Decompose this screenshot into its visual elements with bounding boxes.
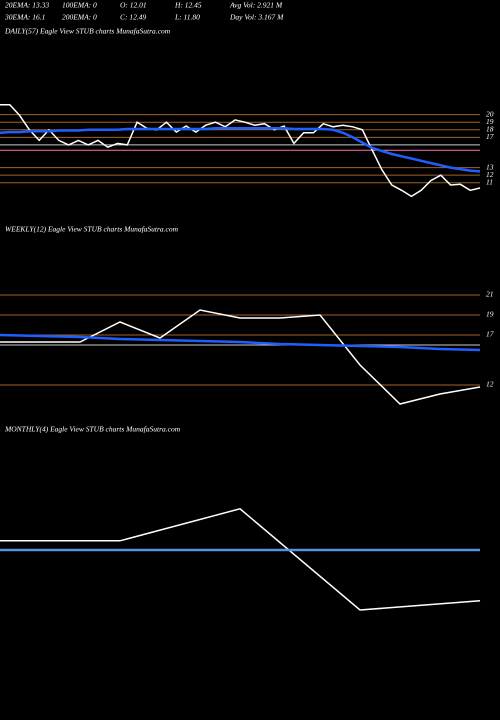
stat: 200EMA: 0 <box>62 13 97 22</box>
series-line <box>0 507 481 611</box>
stat: 30EMA: 16.1 <box>4 13 45 22</box>
panel-title: DAILY(57) Eagle View STUB charts MunafaS… <box>4 27 171 36</box>
y-tick-label: 13 <box>486 162 494 171</box>
stat: C: 12.49 <box>120 13 147 22</box>
stat: Avg Vol: 2.921 M <box>229 1 283 10</box>
series-line <box>0 127 481 173</box>
y-tick-label: 21 <box>486 290 494 299</box>
stat: 100EMA: 0 <box>62 1 97 10</box>
stat: H: 12.45 <box>174 1 202 10</box>
y-tick-label: 19 <box>486 117 494 126</box>
y-tick-label: 17 <box>486 330 494 339</box>
y-tick-label: 19 <box>486 310 494 319</box>
series-line <box>0 333 481 352</box>
y-tick-label: 12 <box>486 170 494 179</box>
series-line <box>0 104 481 198</box>
y-tick-label: 12 <box>486 380 494 389</box>
y-tick-label: 20 <box>486 109 494 118</box>
panel-title: MONTHLY(4) Eagle View STUB charts Munafa… <box>4 425 181 434</box>
stat: L: 11.80 <box>174 13 200 22</box>
stat: Day Vol: 3.167 M <box>229 13 284 22</box>
series-line <box>0 309 481 405</box>
y-tick-label: 17 <box>486 132 494 141</box>
stat: 20EMA: 13.33 <box>5 1 49 10</box>
stat: O: 12.01 <box>120 1 147 10</box>
panel-title: WEEKLY(12) Eagle View STUB charts Munafa… <box>5 225 179 234</box>
y-tick-label: 11 <box>486 177 493 186</box>
y-tick-label: 18 <box>486 125 494 134</box>
